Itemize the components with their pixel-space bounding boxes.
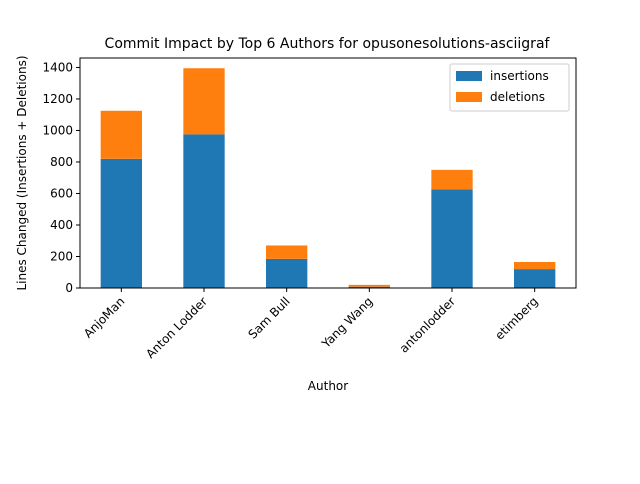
- x-tick-label-2: Sam Bull: [245, 294, 292, 341]
- plot-frame: [79, 57, 577, 289]
- bar-insertions-4: [431, 189, 473, 288]
- bar-insertions-0: [100, 158, 142, 288]
- x-tick-label-4: antonlodder: [397, 294, 458, 355]
- bar-insertions-5: [514, 269, 556, 288]
- bar-deletions-2: [266, 245, 308, 259]
- y-tick-label-3: 600: [50, 186, 73, 200]
- y-axis-label: Lines Changed (Insertions + Deletions): [15, 55, 29, 290]
- x-tick-label-0: AnjoMan: [81, 294, 128, 341]
- x-tick-label-1: Anton Lodder: [143, 294, 210, 361]
- bar-deletions-3: [348, 284, 390, 287]
- legend-label-insertions: insertions: [490, 69, 549, 83]
- y-tick-label-2: 400: [50, 218, 73, 232]
- x-axis-label: Author: [308, 379, 348, 393]
- bar-deletions-1: [183, 68, 225, 135]
- plot-bars: [100, 68, 556, 288]
- y-tick-label-1: 200: [50, 249, 73, 263]
- y-tick-label-5: 1000: [42, 123, 73, 137]
- bar-insertions-1: [183, 134, 225, 288]
- y-tick-label-6: 1200: [42, 92, 73, 106]
- y-tick-label-7: 1400: [42, 60, 73, 74]
- legend-label-deletions: deletions: [490, 90, 545, 104]
- legend-swatch-insertions: [456, 71, 482, 81]
- x-tick-label-5: etimberg: [492, 294, 540, 342]
- bar-deletions-0: [100, 110, 142, 159]
- y-tick-label-4: 800: [50, 155, 73, 169]
- x-tick-label-3: Yang Wang: [318, 294, 375, 351]
- bar-deletions-4: [431, 169, 473, 190]
- y-axis: 0 200 400 600 800 1000 1200 1400: [42, 60, 80, 295]
- bar-insertions-2: [266, 258, 308, 288]
- legend-swatch-deletions: [456, 92, 482, 102]
- bar-insertions-3: [348, 286, 390, 288]
- y-tick-label-0: 0: [65, 281, 73, 295]
- legend: insertions deletions: [449, 63, 570, 112]
- chart-title: Commit Impact by Top 6 Authors for opuso…: [105, 36, 551, 52]
- bar-deletions-5: [514, 262, 556, 270]
- x-axis: AnjoMan Anton Lodder Sam Bull Yang Wang anto…: [81, 288, 541, 361]
